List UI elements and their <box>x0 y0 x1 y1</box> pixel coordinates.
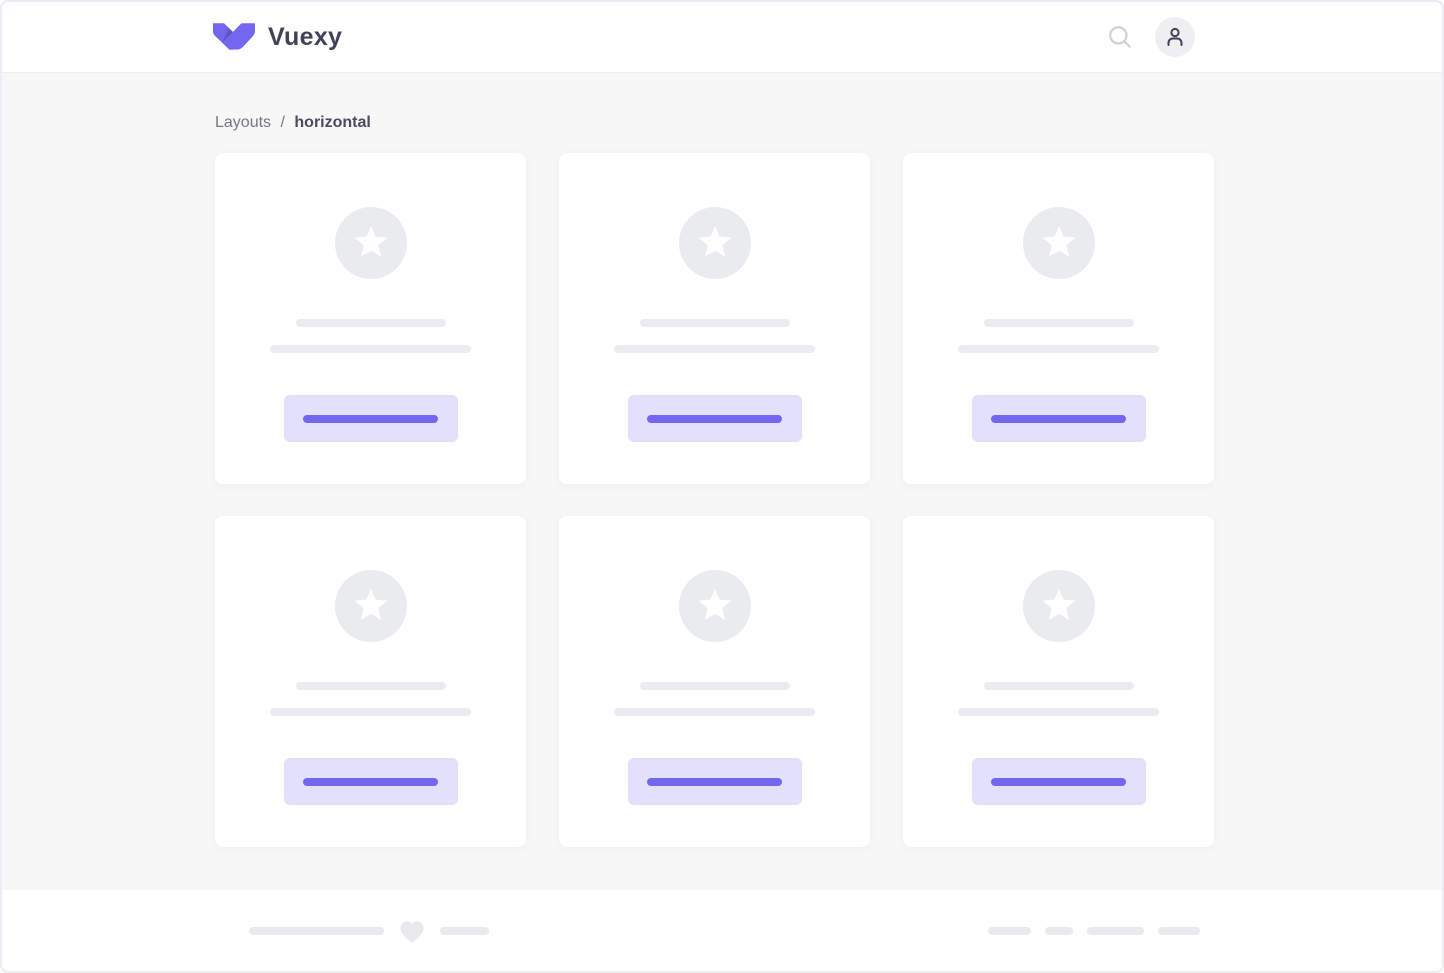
footer-left-group <box>249 918 489 944</box>
card-button-placeholder[interactable] <box>283 395 458 442</box>
header-inner: Vuexy <box>213 17 1211 57</box>
card-button-label-placeholder <box>991 414 1126 423</box>
user-icon <box>1163 25 1187 49</box>
app-footer <box>2 890 1442 971</box>
brand[interactable]: Vuexy <box>213 23 342 52</box>
card-button-label-placeholder <box>303 777 438 786</box>
vuexy-logo-icon <box>213 23 255 51</box>
search-icon[interactable] <box>1107 24 1133 50</box>
card-avatar-circle <box>334 570 407 642</box>
card-subtitle-placeholder <box>614 708 815 716</box>
card-subtitle-placeholder <box>270 708 471 716</box>
placeholder-card <box>559 516 870 847</box>
card-button-placeholder[interactable] <box>627 758 802 805</box>
footer-link-placeholder <box>1087 926 1144 935</box>
card-grid <box>215 153 1214 847</box>
card-avatar-circle <box>1022 570 1095 642</box>
card-subtitle-placeholder <box>270 345 471 353</box>
card-avatar-circle <box>1022 207 1095 279</box>
brand-name: Vuexy <box>268 22 343 51</box>
user-avatar[interactable] <box>1155 17 1195 57</box>
footer-inner <box>215 918 1213 944</box>
breadcrumb: Layouts / horizontal <box>215 114 1213 132</box>
footer-text-placeholder <box>249 926 384 935</box>
card-title-placeholder <box>639 682 790 690</box>
placeholder-card <box>215 153 526 484</box>
card-title-placeholder <box>639 319 790 327</box>
placeholder-card <box>215 516 526 847</box>
footer-link-placeholder <box>1045 926 1073 935</box>
card-button-label-placeholder <box>991 777 1126 786</box>
card-avatar-circle <box>678 570 751 642</box>
star-icon <box>1041 589 1077 623</box>
footer-text-placeholder <box>440 926 489 935</box>
card-subtitle-placeholder <box>958 345 1159 353</box>
footer-right-group <box>988 926 1200 935</box>
heart-icon <box>398 918 426 944</box>
card-button-label-placeholder <box>303 414 438 423</box>
card-title-placeholder <box>295 319 446 327</box>
card-title-placeholder <box>983 682 1134 690</box>
card-button-placeholder[interactable] <box>971 395 1146 442</box>
card-button-label-placeholder <box>647 414 782 423</box>
placeholder-card <box>903 516 1214 847</box>
card-button-placeholder[interactable] <box>971 758 1146 805</box>
placeholder-card <box>559 153 870 484</box>
breadcrumb-current: horizontal <box>294 114 371 131</box>
app-header: Vuexy <box>2 2 1442 73</box>
star-icon <box>697 589 733 623</box>
card-button-placeholder[interactable] <box>283 758 458 805</box>
placeholder-card <box>903 153 1214 484</box>
breadcrumb-separator: / <box>280 114 285 131</box>
card-title-placeholder <box>983 319 1134 327</box>
star-icon <box>353 226 389 260</box>
footer-link-placeholder <box>988 926 1031 935</box>
card-title-placeholder <box>295 682 446 690</box>
card-avatar-circle <box>678 207 751 279</box>
card-avatar-circle <box>334 207 407 279</box>
card-subtitle-placeholder <box>958 708 1159 716</box>
breadcrumb-section[interactable]: Layouts <box>215 114 272 131</box>
star-icon <box>697 226 733 260</box>
footer-link-placeholder <box>1158 926 1200 935</box>
card-subtitle-placeholder <box>614 345 815 353</box>
star-icon <box>353 589 389 623</box>
star-icon <box>1041 226 1077 260</box>
header-actions <box>1107 17 1195 57</box>
card-button-placeholder[interactable] <box>627 395 802 442</box>
card-button-label-placeholder <box>647 777 782 786</box>
main-content: Layouts / horizontal <box>2 73 1442 890</box>
